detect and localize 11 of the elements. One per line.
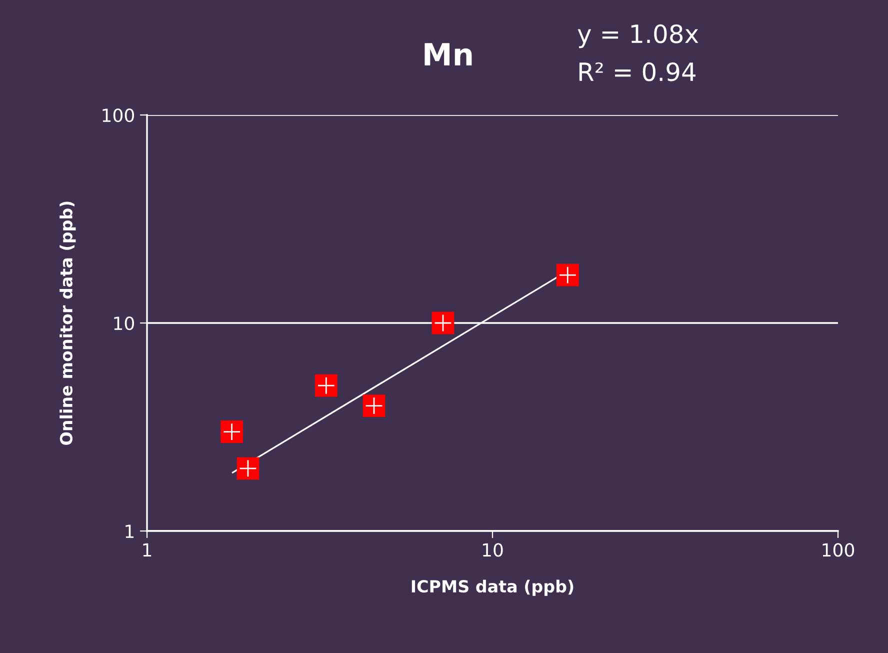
x-tick-label: 10 xyxy=(482,543,503,557)
text: R² = 0.94 xyxy=(579,62,696,82)
chart-title: Mn xyxy=(424,43,472,66)
x-axis-title: ICPMS data (ppb) xyxy=(412,580,574,596)
x-tick-label: 1 xyxy=(143,543,152,557)
y-axis-title: Online monitor data (ppb) xyxy=(60,202,76,445)
y-tick-label: 100 xyxy=(102,108,134,122)
text: y = 1.08x xyxy=(578,24,698,48)
y-tick-label: 1 xyxy=(126,524,134,538)
y-tick-label: 10 xyxy=(114,316,134,330)
x-tick-label: 100 xyxy=(822,543,854,557)
